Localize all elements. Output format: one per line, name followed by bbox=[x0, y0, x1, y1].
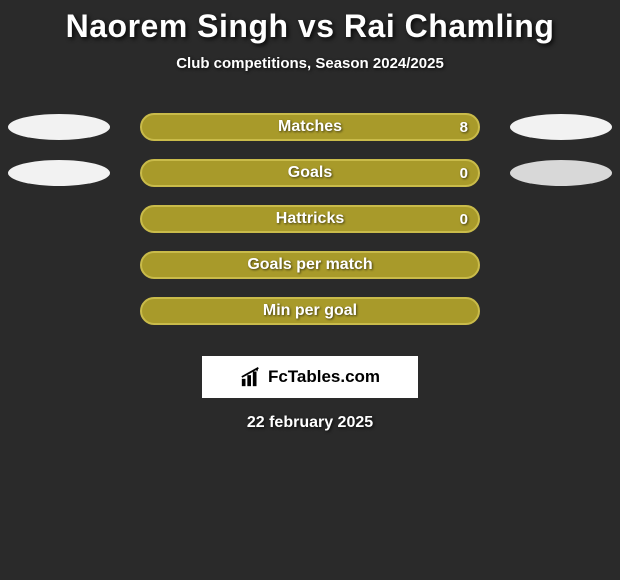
right-marker-ellipse bbox=[510, 160, 612, 186]
page-title: Naorem Singh vs Rai Chamling bbox=[0, 0, 620, 45]
stat-bar: Hattricks 0 bbox=[140, 205, 480, 233]
left-marker-ellipse bbox=[8, 114, 110, 140]
right-value: 8 bbox=[460, 119, 468, 136]
stat-label: Goals bbox=[288, 164, 332, 182]
stat-label: Hattricks bbox=[276, 210, 344, 228]
stat-bar: Goals 0 bbox=[140, 159, 480, 187]
brand-text: FcTables.com bbox=[268, 367, 380, 387]
stat-bar: Goals per match bbox=[140, 251, 480, 279]
left-marker-ellipse bbox=[8, 160, 110, 186]
chart-row: Hattricks 0 bbox=[0, 196, 620, 242]
chart-bars-icon bbox=[240, 366, 262, 388]
chart-row: Matches 8 bbox=[0, 104, 620, 150]
subtitle: Club competitions, Season 2024/2025 bbox=[0, 55, 620, 72]
brand-badge: FcTables.com bbox=[202, 356, 418, 398]
chart-row: Goals per match bbox=[0, 242, 620, 288]
chart-row: Goals 0 bbox=[0, 150, 620, 196]
chart-row: Min per goal bbox=[0, 288, 620, 334]
right-value: 0 bbox=[460, 165, 468, 182]
stat-bar: Min per goal bbox=[140, 297, 480, 325]
right-marker-ellipse bbox=[510, 114, 612, 140]
stat-label: Goals per match bbox=[247, 256, 372, 274]
stat-label: Min per goal bbox=[263, 302, 357, 320]
stat-bar: Matches 8 bbox=[140, 113, 480, 141]
comparison-chart: Matches 8 Goals 0 Hattricks 0 Goals per … bbox=[0, 104, 620, 334]
right-value: 0 bbox=[460, 211, 468, 228]
date-label: 22 february 2025 bbox=[0, 414, 620, 432]
stat-label: Matches bbox=[278, 118, 342, 136]
